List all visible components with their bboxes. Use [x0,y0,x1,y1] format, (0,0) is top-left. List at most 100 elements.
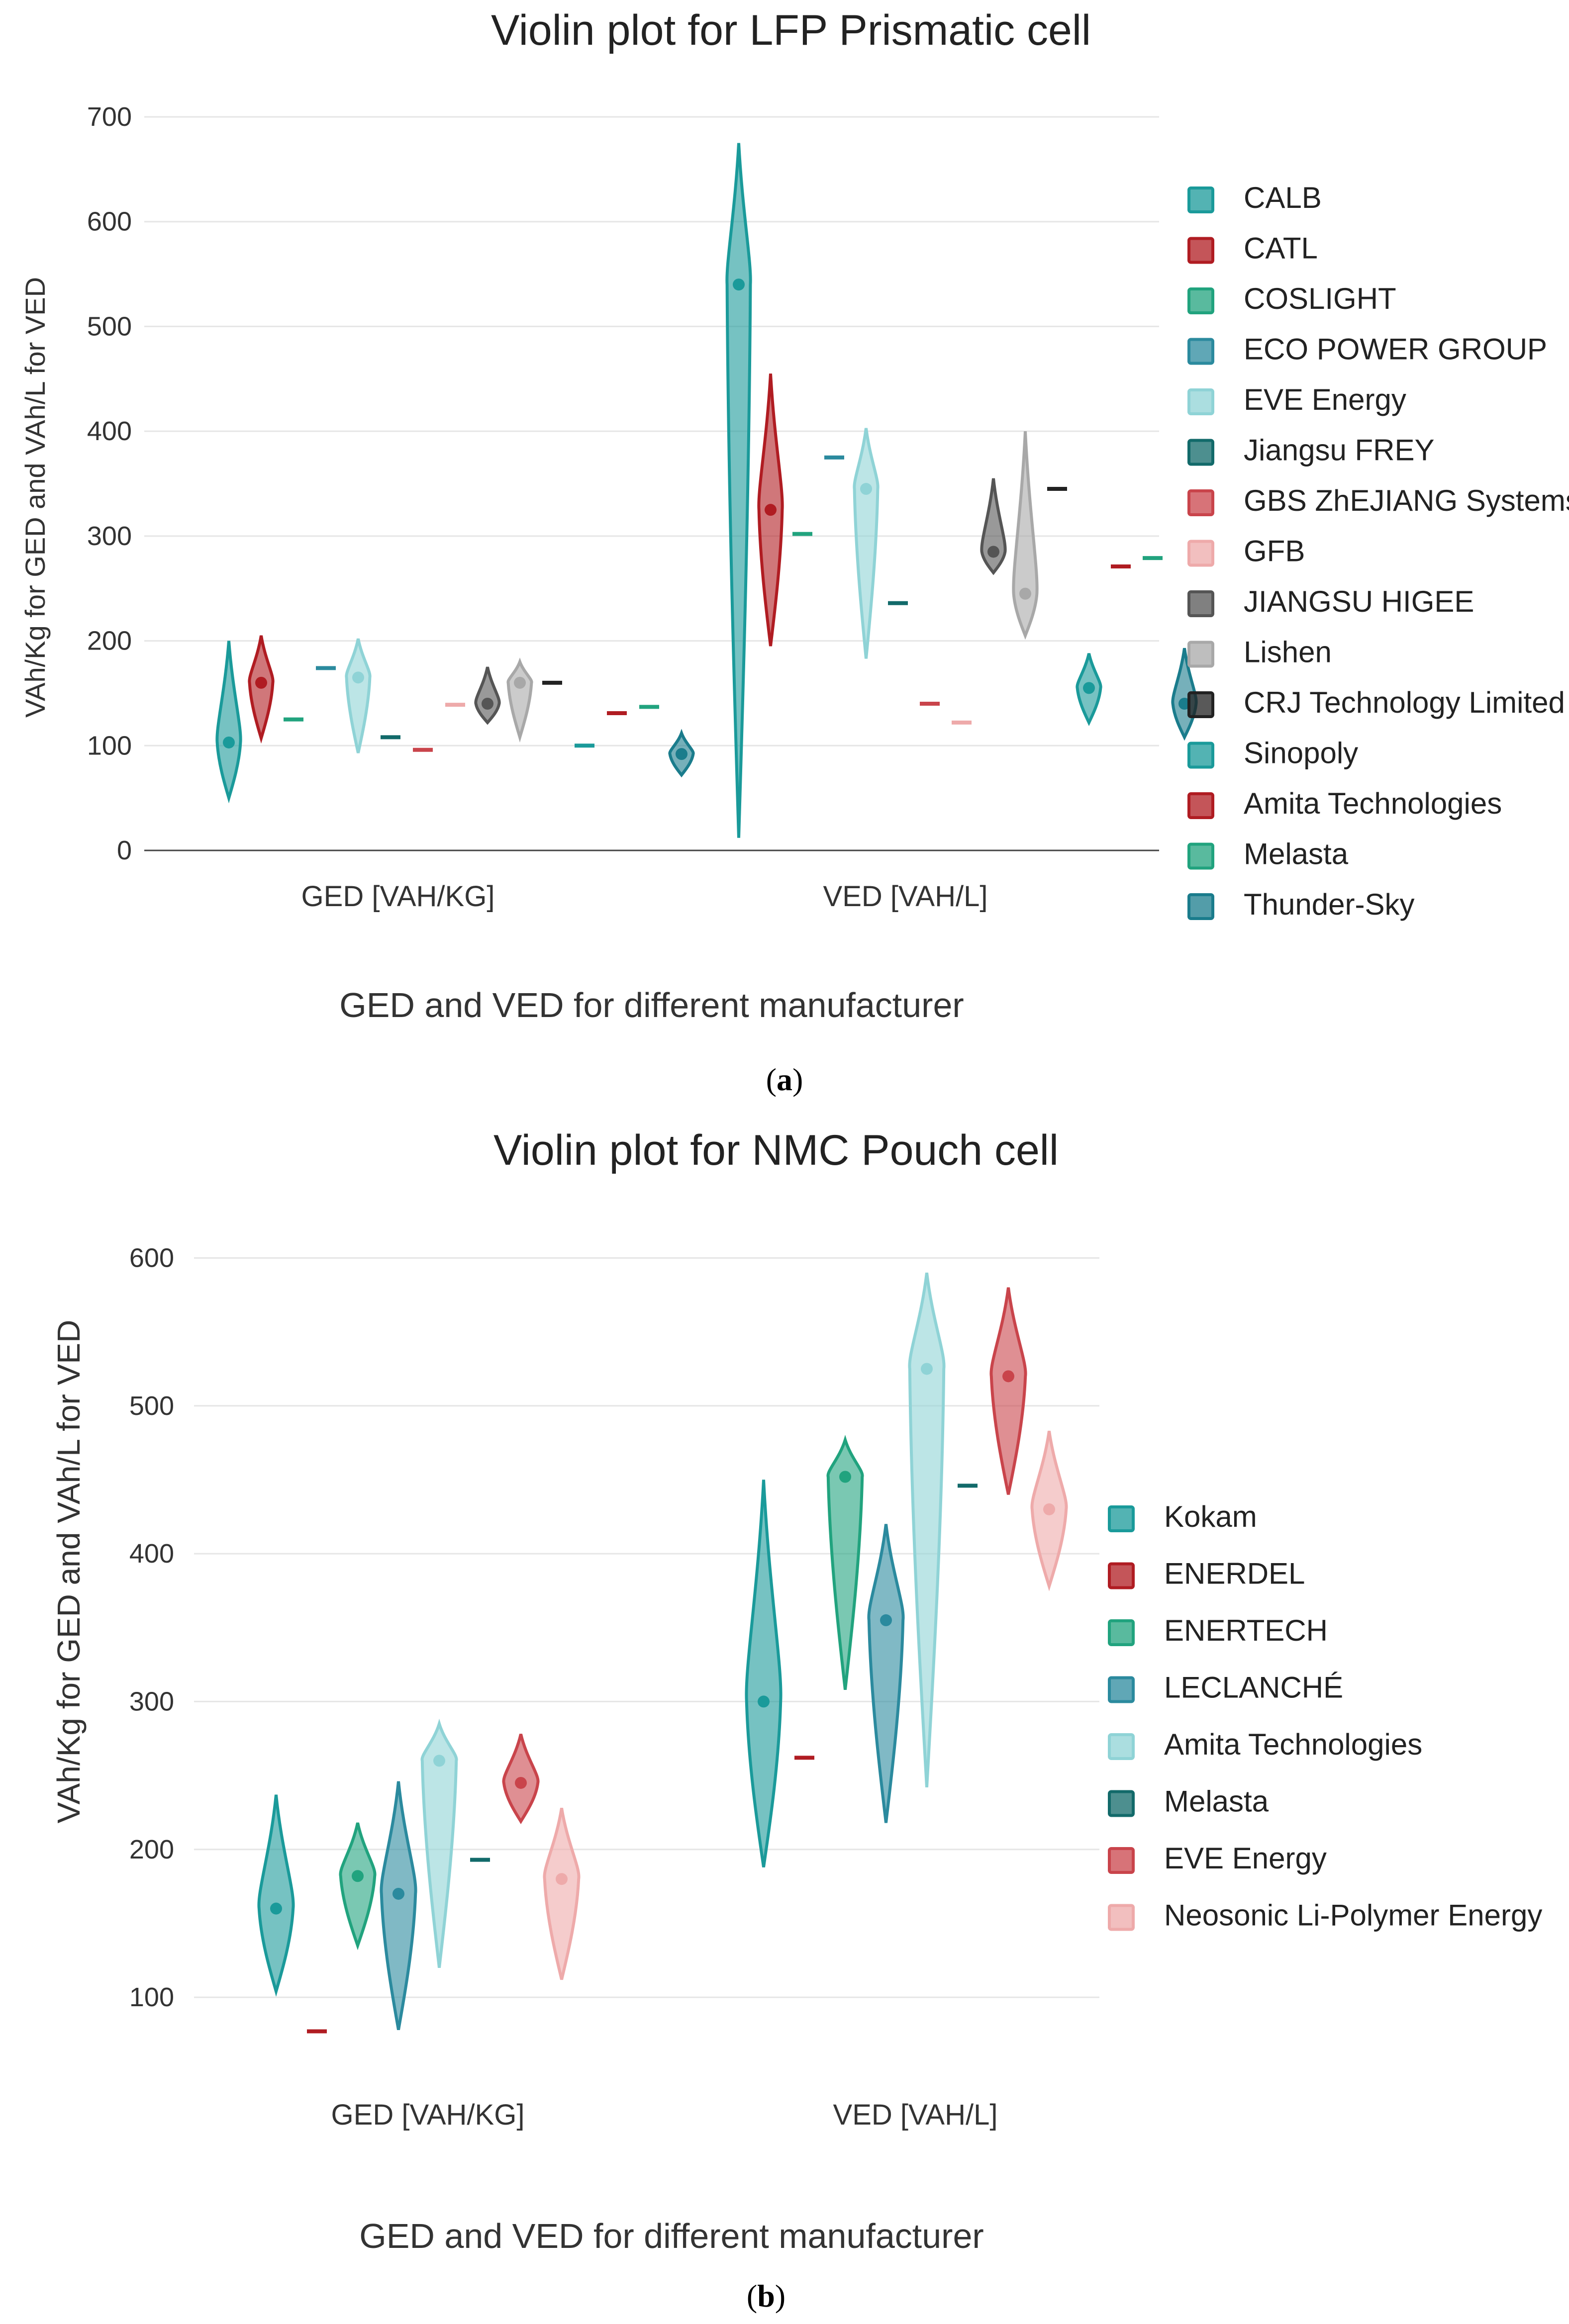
legend-item-enertech: ENERTECH [1108,1614,1328,1647]
violin-body [380,1781,417,2030]
legend-item-coslight: COSLIGHT [1187,282,1396,315]
legend-swatch [1187,186,1214,213]
violin-median-point [1083,682,1095,694]
violin-jiangsu-higee-ved [980,478,1007,575]
legend-label: Melasta [1244,837,1349,871]
chart-b-gridlines [194,1257,1099,1998]
violin-neosonic-li-polymer-energy-ged [543,1808,581,1980]
legend-item-melasta: Melasta [1108,1785,1269,1818]
legend-swatch [1187,540,1214,567]
chart-a-x-category-ved: VED [VAH/L] [823,880,988,913]
violin-calb-ged [215,641,242,804]
violin-neosonic-li-polymer-energy-ved [1030,1430,1068,1591]
violin-thunder-sky-ged [668,729,695,778]
chart-b-y-axis-label: VAh/Kg for GED and VAh/L for VED [51,1320,87,1824]
violin-median-point [515,1776,527,1789]
violin-median-point [255,676,267,689]
violin-body [745,1480,783,1867]
legend-item-jiangsu-frey: Jiangsu FREY [1187,434,1435,467]
legend-swatch [1187,691,1214,718]
violin-median-point [270,1902,282,1915]
violin-body [474,666,501,725]
violin-eve-energy-ved [989,1287,1027,1495]
legend-item-neosonic-li-polymer-energy: Neosonic Li-Polymer Energy [1108,1899,1542,1932]
legend-label: Amita Technologies [1244,787,1502,820]
legend-item-jiangsu-higee: JIANGSU HIGEE [1187,585,1474,618]
legend-swatch [1108,1847,1135,1874]
legend-label: EVE Energy [1164,1842,1327,1875]
violin-catl-ved [757,373,784,647]
violin-median-point [765,504,777,516]
chart-a-gridlines [144,116,1159,851]
legend-label: GBS ZhEJIANG Systems [1244,484,1569,517]
legend-label: Thunder-Sky [1244,888,1414,921]
violin-calb-ved [725,143,752,838]
y-tick-label: 700 [87,102,132,132]
legend-label: Melasta [1164,1785,1269,1818]
legend-item-eve-energy: EVE Energy [1108,1842,1327,1875]
violin-median-point [676,748,687,760]
y-tick-label: 400 [129,1539,174,1569]
legend-item-gfb: GFB [1187,535,1305,568]
legend-label: ENERTECH [1164,1614,1328,1647]
legend-label: JIANGSU HIGEE [1244,585,1474,618]
violin-median-point [392,1887,404,1900]
legend-swatch [1187,439,1214,466]
violin-median-point [352,1870,364,1882]
violin-median-point [987,546,999,558]
y-tick-label: 100 [129,1982,174,2012]
violin-median-point [860,483,872,495]
chart-a-title: Violin plot for LFP Prismatic cell [491,6,1091,54]
legend-swatch [1187,489,1214,516]
violin-sinopoly-ved [1076,653,1102,727]
violin-body [908,1272,946,1788]
violin-body [257,1794,295,1997]
violin-median-point [758,1695,770,1708]
legend-item-calb: CALB [1187,181,1322,214]
violin-body [345,638,372,753]
legend-item-catl: CATL [1187,232,1318,265]
violin-leclanch-ged [380,1781,417,2030]
chart-a-y-ticks: 0 100 200 300 400 500 600 700 [87,102,132,865]
y-tick-label: 300 [87,521,132,551]
violin-enertech-ved [826,1434,864,1690]
chart-a-legend: CALB CATL COSLIGHT ECO POWER GROUP EVE Energ… [1187,181,1569,921]
legend-swatch [1187,792,1214,819]
violin-median-point [556,1873,568,1885]
legend-swatch [1187,388,1214,415]
legend-label: Sinopoly [1244,737,1358,770]
violin-median-point [482,698,493,710]
legend-item-crj-technology-limited: CRJ Technology Limited [1187,686,1565,719]
violin-eve-energy-ved [853,428,880,659]
y-tick-label: 0 [117,836,132,865]
legend-item-eve-energy: EVE Energy [1187,383,1406,416]
legend-label: CRJ Technology Limited [1244,686,1565,719]
legend-swatch [1108,1562,1135,1589]
y-tick-label: 300 [129,1686,174,1716]
violin-body [867,1524,905,1823]
violin-body [215,641,242,804]
legend-item-melasta: Melasta [1187,837,1349,871]
violin-median-point [880,1614,892,1626]
chart-nmc-pouch: Violin plot for NMC Pouch cell VAh/Kg fo… [51,1126,1542,2314]
violin-median-point [223,736,235,748]
legend-label: Kokam [1164,1500,1257,1533]
violin-lishen-ved [1012,431,1039,640]
legend-item-amita-technologies: Amita Technologies [1187,787,1502,820]
violin-catl-ged [248,635,275,744]
chart-b-x-axis-label: GED and VED for different manufacturer [359,2217,983,2255]
violin-median-point [352,671,364,684]
legend-item-gbs-zhejiang-systems: GBS ZhEJIANG Systems [1187,484,1569,517]
violin-lishen-ged [506,657,533,743]
legend-item-amita-technologies: Amita Technologies [1108,1728,1422,1761]
y-tick-label: 200 [129,1835,174,1864]
violin-enertech-ged [339,1822,377,1951]
chart-b-y-ticks: 100 200 300 400 500 600 [129,1243,174,2012]
violin-body [980,478,1007,575]
violin-body [853,428,880,659]
violin-body [420,1718,458,1968]
violin-kokam-ved [745,1480,783,1867]
legend-label: CALB [1244,181,1322,214]
legend-item-eco-power-group: ECO POWER GROUP [1187,333,1547,366]
violin-eve-energy-ged [502,1734,540,1824]
